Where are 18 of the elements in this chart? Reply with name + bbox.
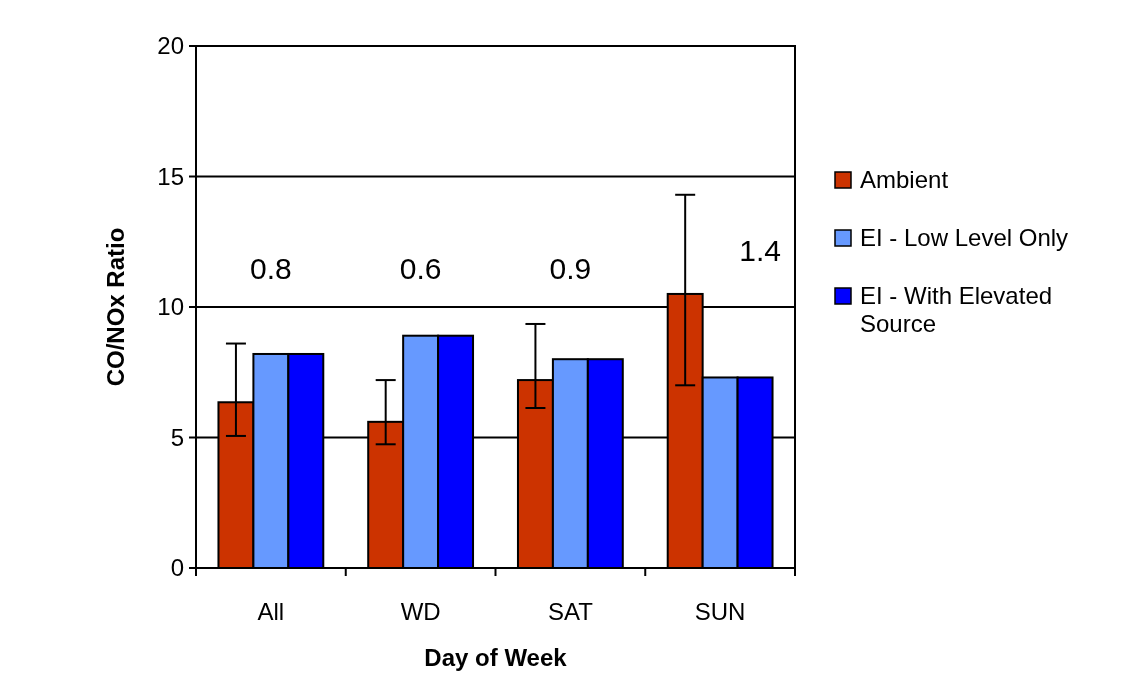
annotation: 0.9	[549, 251, 592, 285]
y-tick-label: 5	[170, 423, 184, 451]
legend-label: Ambient	[860, 166, 949, 194]
y-tick-label: 15	[157, 162, 184, 190]
y-tick-label: 0	[170, 554, 184, 582]
x-tick-label: WD	[400, 598, 441, 625]
legend-label: EI - Low Level Only	[860, 224, 1069, 252]
x-tick-label: All	[257, 598, 285, 625]
x-tick-label: SAT	[547, 598, 594, 625]
annotation: 0.8	[250, 251, 292, 285]
y-axis-title: CO/NOx Ratio	[102, 227, 129, 387]
y-tick-label: 20	[157, 32, 184, 60]
y-tick-label: 10	[157, 293, 184, 321]
annotation: 1.4	[739, 233, 781, 267]
annotation: 0.6	[399, 251, 442, 285]
x-tick-label: SUN	[694, 598, 746, 625]
x-axis-title: Day of Week	[424, 644, 568, 671]
legend-label: EI - With Elevated Source	[860, 282, 1053, 337]
